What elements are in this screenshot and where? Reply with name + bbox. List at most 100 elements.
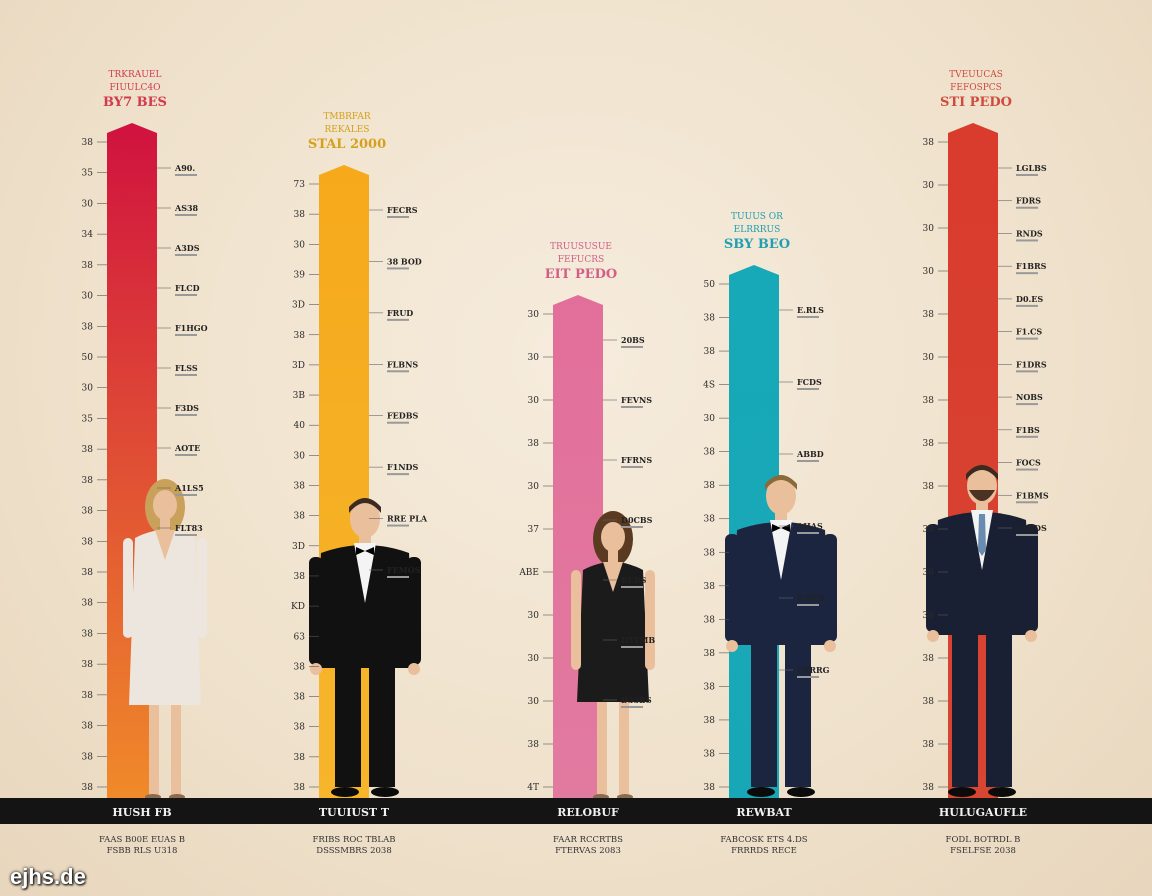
bars-layer (107, 123, 1038, 800)
tick-label: 38 (704, 548, 716, 558)
category-label: HUSH FB (112, 806, 171, 819)
annotation-label: 20BS (621, 335, 645, 345)
tick-label: 38 (82, 537, 94, 547)
bar-caption-line: FSELFSE 2038 (950, 846, 1016, 856)
annotation-subline (621, 466, 643, 468)
tick-label: 39 (294, 270, 306, 280)
tick-label: 38 (82, 783, 94, 793)
bar-title-5: TVEUUCAS FEFOSPCS STI PEDO (940, 70, 1012, 110)
tick-label: 30 (528, 482, 540, 492)
tick-label: 38 (704, 314, 716, 324)
tick-label: 30 (528, 396, 540, 406)
tick-label: 38 (294, 723, 306, 733)
tick-label: 30 (528, 353, 540, 363)
annotation-subline (1016, 435, 1038, 438)
tick-label: 50 (82, 353, 94, 363)
annotations-5: LGLBS FDRS RNDS F1BRS D0.ES F1.CS F1DRS NOBS F1B… (998, 163, 1049, 536)
tick-label: 30 (923, 353, 935, 363)
tick-label: 30 (528, 310, 540, 320)
tick-label: 38 (82, 629, 94, 639)
tick-label: 38 (82, 138, 94, 148)
tick-label: 38 (704, 682, 716, 692)
annotation-subline (621, 346, 643, 348)
annotation-label: RNDS (1016, 228, 1043, 238)
tick-label: ABE (518, 568, 539, 578)
annotation-label: F1BDS (1016, 523, 1047, 533)
watermark: ejhs.de (10, 864, 86, 889)
annotation-subline (1016, 304, 1038, 307)
annotation-subline (387, 524, 409, 527)
tick-label: 38 (923, 697, 935, 707)
annotation-subline (797, 676, 819, 678)
tick-label: 38 (294, 753, 306, 763)
bar-title-line: TRKRAUEL (109, 70, 162, 80)
annotation-label: FEMOS (387, 565, 421, 575)
annotation-subline (1016, 468, 1038, 471)
bar-caption-line: FSBB RLS U318 (107, 846, 178, 856)
bar-caption-line: FAAS B00E EUAS B (99, 835, 185, 845)
tick-label: 38 (704, 347, 716, 357)
bar-title-line: ELRRRUS (734, 225, 781, 235)
bar-title-line: STAL 2000 (308, 137, 386, 152)
tick-label: 38 (923, 740, 935, 750)
annotation-label: D0.ES (1016, 294, 1043, 304)
tick-label: 30 (294, 451, 306, 461)
tick-label: 38 (82, 445, 94, 455)
tick-label: 38 (923, 439, 935, 449)
bar-caption-line: FRRRDS RECE (731, 846, 797, 856)
annotation-subline (621, 406, 643, 408)
annotation-subline (621, 526, 643, 528)
tick-label: KD (291, 602, 305, 612)
annotation-subline (387, 216, 409, 218)
annotation-subline (175, 414, 197, 416)
tick-label: 30 (82, 384, 94, 394)
annotation-label: F1BRS (1016, 261, 1047, 271)
bar-title-line: FEFOSPCS (950, 83, 1002, 93)
tick-label: 30 (704, 414, 716, 424)
bar-title-line: REKALES (325, 125, 370, 135)
bar-title-line: BY7 BES (103, 95, 167, 110)
tick-label: 38 (923, 611, 935, 621)
annotation-label: D0CBS (621, 515, 653, 525)
tick-labels-2: 73 38 30 39 3D 38 3D 3B 40 30 38 38 3D 38 KD 63 38 38 38 38… (291, 180, 319, 793)
tick-label: 38 (294, 662, 306, 672)
tick-label: 38 (704, 582, 716, 592)
annotations-4: E.RLS FCDS ABBD AHAS P.DEB FRRRG (779, 305, 830, 678)
category-label: HULUGAUFLE (939, 806, 1027, 819)
tick-label: 34 (82, 230, 94, 240)
annotation-subline (387, 576, 409, 578)
annotation-label: RRE PLA (387, 514, 428, 524)
tick-label: 38 (923, 138, 935, 148)
tick-labels-5: 38 30 30 30 38 30 38 38 38 38 38 38 38 38 38 38 (923, 138, 948, 793)
tick-label: 38 (704, 783, 716, 793)
annotation-subline (797, 460, 819, 462)
annotation-subline (1016, 337, 1038, 340)
bar-caption-line: FAAR RCCRTBS (553, 835, 623, 845)
bar-title-line: TMBRFAR (323, 112, 371, 122)
annotation-label: FEVNS (621, 395, 652, 405)
annotation-label: F1DRS (1016, 359, 1047, 369)
annotation-subline (387, 370, 409, 373)
annotation-subline (797, 316, 819, 318)
tick-label: 30 (923, 224, 935, 234)
annotation-label: 38 BOD (387, 256, 422, 266)
bar-title-1: TRKRAUEL FIUULC4O BY7 BES (103, 70, 167, 110)
woman-white-dress-icon (123, 479, 207, 800)
annotation-label: FLCD (175, 283, 200, 293)
tick-label: 50 (704, 280, 716, 290)
annotation-subline (1016, 403, 1038, 406)
tick-label: 38 (923, 482, 935, 492)
annotation-label: F3DS (175, 403, 199, 413)
tick-label: 38 (704, 481, 716, 491)
annotation-subline (1016, 239, 1038, 242)
tick-label: 30 (528, 654, 540, 664)
annotation-label: FLT83 (175, 523, 203, 533)
annotation-label: F1BS (1016, 425, 1040, 435)
tick-label: 38 (704, 749, 716, 759)
tick-label: 73 (294, 180, 306, 190)
annotation-label: NOBS (1016, 392, 1043, 402)
tick-label: 3D (292, 361, 305, 371)
woman-black-dress-icon (571, 511, 655, 800)
annotation-subline (387, 421, 409, 424)
